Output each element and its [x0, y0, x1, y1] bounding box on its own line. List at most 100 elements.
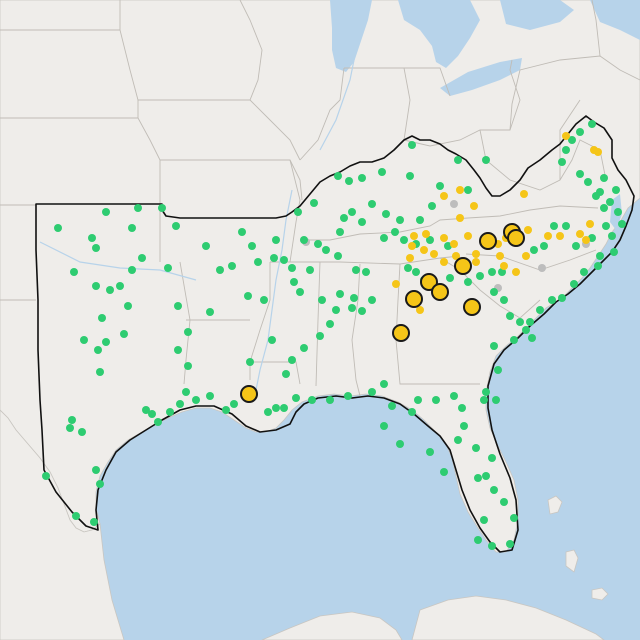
green-marker[interactable]: [326, 396, 334, 404]
yellow-marker[interactable]: [456, 214, 464, 222]
green-marker[interactable]: [526, 318, 534, 326]
large-yellow-marker[interactable]: [454, 257, 472, 275]
yellow-marker[interactable]: [406, 254, 414, 262]
yellow-marker[interactable]: [440, 258, 448, 266]
green-marker[interactable]: [382, 210, 390, 218]
green-marker[interactable]: [540, 242, 548, 250]
green-marker[interactable]: [414, 396, 422, 404]
green-marker[interactable]: [336, 228, 344, 236]
green-marker[interactable]: [244, 292, 252, 300]
green-marker[interactable]: [340, 214, 348, 222]
green-marker[interactable]: [584, 178, 592, 186]
green-marker[interactable]: [322, 246, 330, 254]
large-yellow-marker[interactable]: [420, 273, 438, 291]
green-marker[interactable]: [90, 518, 98, 526]
yellow-marker[interactable]: [576, 230, 584, 238]
green-marker[interactable]: [488, 542, 496, 550]
green-marker[interactable]: [358, 174, 366, 182]
green-marker[interactable]: [474, 536, 482, 544]
yellow-marker[interactable]: [524, 226, 532, 234]
green-marker[interactable]: [580, 268, 588, 276]
yellow-marker[interactable]: [420, 246, 428, 254]
green-marker[interactable]: [300, 236, 308, 244]
green-marker[interactable]: [476, 272, 484, 280]
green-marker[interactable]: [494, 366, 502, 374]
large-yellow-marker[interactable]: [507, 229, 525, 247]
green-marker[interactable]: [436, 182, 444, 190]
large-yellow-marker[interactable]: [240, 385, 258, 403]
green-marker[interactable]: [516, 318, 524, 326]
green-marker[interactable]: [576, 128, 584, 136]
yellow-marker[interactable]: [410, 232, 418, 240]
green-marker[interactable]: [606, 198, 614, 206]
green-marker[interactable]: [488, 454, 496, 462]
green-marker[interactable]: [172, 222, 180, 230]
green-marker[interactable]: [550, 222, 558, 230]
green-marker[interactable]: [294, 208, 302, 216]
yellow-marker[interactable]: [456, 186, 464, 194]
green-marker[interactable]: [94, 346, 102, 354]
green-marker[interactable]: [246, 358, 254, 366]
yellow-marker[interactable]: [586, 220, 594, 228]
green-marker[interactable]: [588, 120, 596, 128]
green-marker[interactable]: [530, 246, 538, 254]
green-marker[interactable]: [608, 232, 616, 240]
green-marker[interactable]: [102, 338, 110, 346]
green-marker[interactable]: [492, 396, 500, 404]
green-marker[interactable]: [184, 328, 192, 336]
green-marker[interactable]: [428, 202, 436, 210]
green-marker[interactable]: [336, 290, 344, 298]
green-marker[interactable]: [68, 416, 76, 424]
green-marker[interactable]: [440, 468, 448, 476]
green-marker[interactable]: [72, 512, 80, 520]
green-marker[interactable]: [345, 177, 353, 185]
green-marker[interactable]: [54, 224, 62, 232]
green-marker[interactable]: [506, 312, 514, 320]
green-marker[interactable]: [230, 400, 238, 408]
yellow-marker[interactable]: [440, 234, 448, 242]
green-marker[interactable]: [332, 306, 340, 314]
green-marker[interactable]: [562, 222, 570, 230]
gray-marker[interactable]: [538, 264, 546, 272]
green-marker[interactable]: [248, 242, 256, 250]
gray-marker[interactable]: [450, 200, 458, 208]
yellow-marker[interactable]: [594, 148, 602, 156]
green-marker[interactable]: [460, 422, 468, 430]
green-marker[interactable]: [602, 222, 610, 230]
green-marker[interactable]: [391, 228, 399, 236]
green-marker[interactable]: [458, 404, 466, 412]
green-marker[interactable]: [488, 268, 496, 276]
green-marker[interactable]: [558, 158, 566, 166]
green-marker[interactable]: [404, 264, 412, 272]
green-marker[interactable]: [368, 388, 376, 396]
green-marker[interactable]: [318, 296, 326, 304]
green-marker[interactable]: [254, 258, 262, 266]
green-marker[interactable]: [228, 262, 236, 270]
green-marker[interactable]: [348, 304, 356, 312]
green-marker[interactable]: [314, 240, 322, 248]
green-marker[interactable]: [92, 466, 100, 474]
green-marker[interactable]: [92, 244, 100, 252]
green-marker[interactable]: [454, 436, 462, 444]
green-marker[interactable]: [380, 234, 388, 242]
yellow-marker[interactable]: [520, 190, 528, 198]
green-marker[interactable]: [306, 266, 314, 274]
green-marker[interactable]: [380, 422, 388, 430]
green-marker[interactable]: [264, 408, 272, 416]
yellow-marker[interactable]: [470, 202, 478, 210]
green-marker[interactable]: [596, 252, 604, 260]
green-marker[interactable]: [562, 146, 570, 154]
yellow-marker[interactable]: [522, 252, 530, 260]
green-marker[interactable]: [408, 141, 416, 149]
green-marker[interactable]: [464, 186, 472, 194]
green-marker[interactable]: [358, 307, 366, 315]
green-marker[interactable]: [206, 392, 214, 400]
green-marker[interactable]: [474, 474, 482, 482]
yellow-marker[interactable]: [562, 132, 570, 140]
green-marker[interactable]: [182, 388, 190, 396]
green-marker[interactable]: [350, 294, 358, 302]
green-marker[interactable]: [482, 472, 490, 480]
green-marker[interactable]: [612, 186, 620, 194]
yellow-marker[interactable]: [416, 306, 424, 314]
